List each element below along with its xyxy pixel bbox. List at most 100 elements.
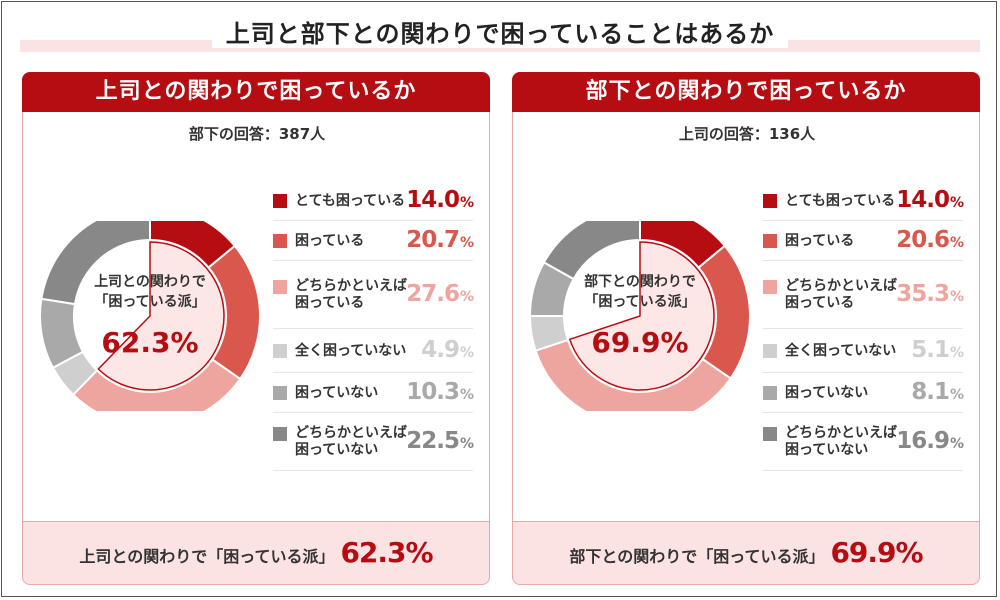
summary-text: 上司との関わりで「困っている派」 62.3%	[23, 522, 489, 584]
legend-value-number: 14.0	[896, 187, 950, 213]
legend-swatch	[273, 279, 287, 294]
legend-value-number: 16.9	[896, 428, 950, 454]
panel-title: 部下との関わりで困っているか	[512, 72, 980, 112]
center-value: 69.9%	[591, 326, 688, 359]
legend: とても困っている 14.0% 困っている 20.7% どちらかといえば 困っている 27.6…	[273, 181, 474, 471]
legend-label: 全く困っていない	[785, 342, 897, 359]
legend-value-unit: %	[459, 195, 474, 211]
legend-label: 困っていない	[295, 384, 379, 401]
legend-item-very-troubled: とても困っている 14.0%	[763, 181, 964, 221]
legend-value: 5.1%	[911, 337, 964, 363]
center-label-line: 「困っている派」	[584, 293, 695, 310]
legend-label: とても困っている	[295, 192, 406, 209]
center-label-line: 「困っている派」	[94, 293, 205, 310]
legend-value: 27.6%	[406, 281, 474, 307]
legend-label: どちらかといえば 困っていない	[785, 425, 897, 458]
legend-label: 困っていない	[785, 384, 869, 401]
legend-item-rather-not: どちらかといえば 困っていない 16.9%	[763, 413, 964, 471]
legend-item-not-at-all: 全く困っていない 5.1%	[763, 329, 964, 373]
legend-value-unit: %	[949, 289, 964, 305]
legend-value-unit: %	[949, 345, 964, 361]
legend-value-unit: %	[459, 345, 474, 361]
legend-label: どちらかといえば 困っている	[295, 278, 407, 311]
troubled-share-wedge	[568, 241, 715, 391]
donut-chart: 上司との関わりで「困っている派」 62.3%	[39, 221, 261, 411]
legend-value-unit: %	[949, 235, 964, 251]
panel-boss: 上司との関わりで困っているか 部下の回答：387人 上司との関わりで 「困っている…	[22, 72, 490, 585]
legend-value: 4.9%	[421, 337, 474, 363]
legend-value: 10.3%	[406, 379, 474, 405]
center-value: 62.3%	[101, 326, 198, 359]
legend-swatch	[763, 279, 777, 294]
legend-value-unit: %	[459, 436, 474, 452]
donut-chart: 部下との関わりで「困っている派」 69.9%	[529, 221, 751, 411]
legend-value: 8.1%	[911, 379, 964, 405]
summary-box: 上司との関わりで「困っている派」 62.3%	[22, 521, 490, 585]
respondent-count: 部下の回答：387人	[188, 125, 326, 143]
panel-title: 上司との関わりで困っているか	[22, 72, 490, 112]
legend-value-number: 35.3	[896, 281, 950, 307]
legend-label: 全く困っていない	[295, 342, 407, 359]
summary-label: 部下との関わりで「困っている派」	[569, 547, 825, 566]
legend-value: 16.9%	[896, 428, 964, 454]
legend-swatch	[763, 344, 777, 358]
legend-value-unit: %	[459, 289, 474, 305]
legend-swatch	[273, 194, 287, 208]
summary-label: 上司との関わりで「困っている派」	[79, 547, 335, 566]
summary-text: 部下との関わりで「困っている派」 69.9%	[513, 522, 979, 584]
legend-value-unit: %	[949, 387, 964, 403]
legend-swatch	[273, 386, 287, 400]
legend-item-troubled: 困っている 20.6%	[763, 221, 964, 261]
legend-value-number: 22.5	[406, 428, 460, 454]
legend-item-not-troubled: 困っていない 10.3%	[273, 373, 474, 413]
legend-item-rather-troubled: どちらかといえば 困っている 35.3%	[763, 261, 964, 329]
legend-value: 35.3%	[896, 281, 964, 307]
legend-swatch	[273, 234, 287, 248]
summary-value: 62.3%	[340, 536, 433, 569]
legend-swatch	[763, 194, 777, 208]
legend-value-number: 4.9	[421, 337, 460, 363]
legend-value: 14.0%	[896, 187, 964, 213]
legend-swatch	[273, 426, 287, 441]
panel-subordinate: 部下との関わりで困っているか 上司の回答：136人 部下との関わりで 「困っている…	[512, 72, 980, 585]
center-label-line: 上司との関わりで	[94, 274, 206, 290]
legend-value: 20.6%	[896, 227, 964, 253]
legend-value: 20.7%	[406, 227, 474, 253]
center-label-line: 部下との関わりで	[584, 273, 696, 290]
legend-value-number: 8.1	[911, 379, 950, 405]
troubled-share-wedge	[97, 241, 225, 391]
legend-value-number: 10.3	[406, 379, 460, 405]
legend-value-number: 14.0	[406, 187, 460, 213]
respondent-count: 上司の回答：136人	[678, 125, 816, 143]
figure-title-text: 上司と部下との関わりで困っていることはあるか	[211, 20, 789, 48]
legend-label: どちらかといえば 困っている	[785, 278, 897, 311]
summary-value: 69.9%	[830, 536, 923, 569]
summary-box: 部下との関わりで「困っている派」 69.9%	[512, 521, 980, 585]
legend-value: 14.0%	[406, 187, 474, 213]
legend-label: 困っている	[295, 232, 365, 249]
donut-segment-rather-not	[542, 221, 641, 281]
donut-segment-rather-not	[40, 221, 151, 306]
legend-item-very-troubled: とても困っている 14.0%	[273, 181, 474, 221]
figure-title: 上司と部下との関わりで困っていることはあるか	[0, 14, 1000, 49]
legend-item-not-troubled: 困っていない 8.1%	[763, 373, 964, 413]
legend-value-number: 20.6	[896, 227, 950, 253]
legend-swatch	[763, 234, 777, 248]
legend-value-number: 20.7	[406, 227, 460, 253]
legend-value-number: 5.1	[911, 337, 950, 363]
legend-swatch	[763, 386, 777, 400]
legend-item-troubled: 困っている 20.7%	[273, 221, 474, 261]
legend: とても困っている 14.0% 困っている 20.6% どちらかといえば 困っている 35.3…	[763, 181, 964, 471]
legend-item-not-at-all: 全く困っていない 4.9%	[273, 329, 474, 373]
legend-label: とても困っている	[785, 192, 896, 209]
legend-item-rather-troubled: どちらかといえば 困っている 27.6%	[273, 261, 474, 329]
legend-swatch	[763, 426, 777, 441]
legend-item-rather-not: どちらかといえば 困っていない 22.5%	[273, 413, 474, 471]
legend-value: 22.5%	[406, 428, 474, 454]
legend-value-number: 27.6	[406, 281, 460, 307]
legend-label: 困っている	[785, 232, 855, 249]
legend-label: どちらかといえば 困っていない	[295, 425, 407, 458]
legend-value-unit: %	[459, 387, 474, 403]
legend-value-unit: %	[459, 235, 474, 251]
